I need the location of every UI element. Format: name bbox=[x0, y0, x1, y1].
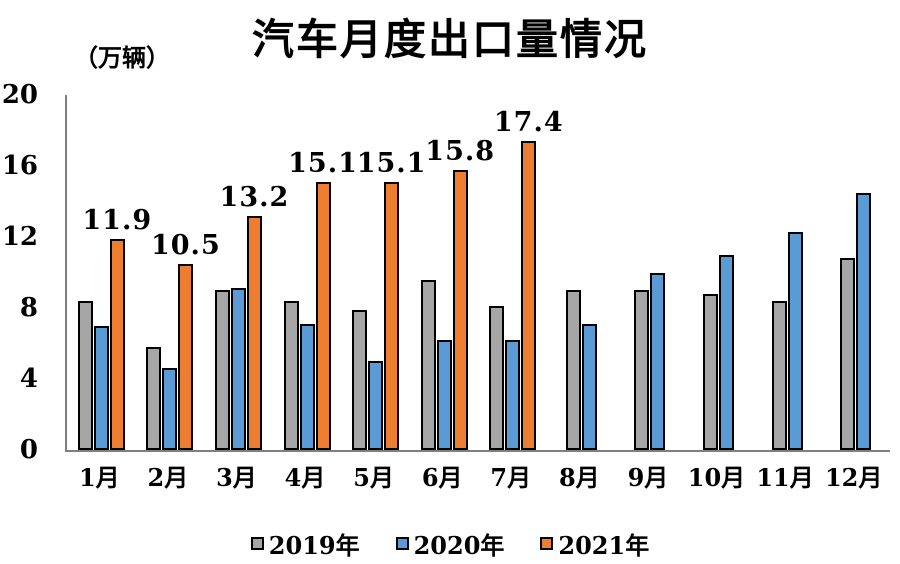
bar-2019年-1月 bbox=[77, 300, 93, 450]
bar-2020年-4月 bbox=[299, 323, 315, 450]
x-axis-label: 1月 bbox=[78, 463, 120, 492]
x-axis-label: 7月 bbox=[490, 463, 532, 492]
bar-2019年-8月 bbox=[565, 290, 581, 450]
bar-2019年-6月 bbox=[420, 279, 436, 450]
bar-value-label: 13.2 bbox=[219, 181, 290, 213]
bar-group-8月 bbox=[547, 95, 616, 450]
bar-group-7月: 17.4 bbox=[478, 95, 563, 450]
y-axis-tick: 0 bbox=[19, 435, 38, 465]
legend-label: 2021年 bbox=[558, 531, 650, 560]
bar-group-10月 bbox=[684, 95, 753, 450]
bar-2021年-4月: 15.1 bbox=[288, 150, 357, 450]
legend-swatch-icon bbox=[250, 537, 264, 550]
y-axis-tick: 8 bbox=[19, 293, 38, 323]
x-axis-label: 5月 bbox=[353, 463, 394, 492]
legend-item-2021年: 2021年 bbox=[540, 526, 649, 561]
y-axis: 20 16 12 8 4 0 bbox=[0, 82, 42, 463]
bar-group-1月: 11.9 bbox=[67, 95, 151, 450]
bar-group-12月 bbox=[821, 95, 890, 450]
x-axis-label: 6月 bbox=[421, 463, 463, 492]
bar-group-2月: 10.5 bbox=[136, 95, 220, 450]
bar-2021年-1月: 11.9 bbox=[82, 207, 151, 450]
bar-2020年-7月 bbox=[505, 339, 521, 450]
legend-label: 2020年 bbox=[413, 531, 505, 560]
bar-2020年-5月 bbox=[368, 361, 384, 450]
bar-2020年-6月 bbox=[436, 339, 452, 450]
bar-value-label: 15.8 bbox=[425, 135, 496, 167]
bar-2019年-5月 bbox=[352, 309, 368, 450]
legend: 2019年 2020年 2021年 bbox=[0, 526, 900, 561]
bar-2019年-9月 bbox=[634, 290, 650, 450]
plot-area: 11.9 10.5 13.2 15.1 15.1 15.8 17.4 bbox=[65, 95, 890, 452]
x-axis: 1月 2月 3月 4月 5月 6月 7月 8月 9月 10月 11月 12月 bbox=[65, 458, 888, 493]
bar-2019年-4月 bbox=[283, 300, 299, 450]
bar-2020年-3月 bbox=[230, 288, 246, 450]
bar-group-6月: 15.8 bbox=[410, 95, 494, 450]
bar-group-9月 bbox=[616, 95, 685, 450]
bar-value-label: 11.9 bbox=[82, 204, 153, 236]
bar-group-11月 bbox=[753, 95, 822, 450]
bar-value-label: 15.1 bbox=[288, 147, 358, 179]
bar-2021年-2月: 10.5 bbox=[151, 232, 220, 450]
bar-2020年-10月 bbox=[718, 254, 734, 450]
chart-title: 汽车月度出口量情况 bbox=[251, 15, 648, 64]
x-axis-label: 4月 bbox=[284, 463, 326, 492]
legend-item-2019年: 2019年 bbox=[250, 526, 360, 561]
y-axis-tick: 16 bbox=[1, 151, 38, 181]
bar-2019年-10月 bbox=[702, 293, 718, 450]
bar-2021年-6月: 15.8 bbox=[425, 138, 494, 450]
bar-2020年-9月 bbox=[650, 272, 666, 450]
x-axis-label: 9月 bbox=[627, 463, 669, 492]
bar-2020年-11月 bbox=[787, 231, 803, 450]
bar-2019年-2月 bbox=[146, 347, 162, 450]
bar-2020年-12月 bbox=[856, 192, 872, 450]
legend-swatch-icon bbox=[395, 537, 409, 550]
legend-item-2020年: 2020年 bbox=[395, 526, 505, 561]
x-axis-label: 11月 bbox=[756, 463, 814, 492]
bar-value-label: 15.1 bbox=[356, 147, 427, 179]
bar-2019年-7月 bbox=[489, 306, 505, 450]
bar-2020年-2月 bbox=[162, 368, 178, 450]
x-axis-label: 3月 bbox=[216, 463, 257, 492]
bar-2020年-8月 bbox=[581, 323, 597, 450]
bar-2019年-3月 bbox=[214, 290, 230, 450]
bar-group-3月: 13.2 bbox=[204, 95, 288, 450]
bar-value-label: 17.4 bbox=[493, 107, 564, 139]
y-axis-tick: 4 bbox=[19, 364, 38, 394]
bar-group-5月: 15.1 bbox=[341, 95, 425, 450]
y-axis-tick: 20 bbox=[1, 80, 38, 110]
legend-swatch-icon bbox=[540, 537, 554, 550]
legend-label: 2019年 bbox=[268, 531, 360, 560]
x-axis-label: 10月 bbox=[687, 463, 746, 492]
bar-2019年-12月 bbox=[840, 258, 856, 450]
y-axis-tick: 12 bbox=[1, 222, 38, 252]
bar-2021年-7月: 17.4 bbox=[494, 109, 563, 450]
x-axis-label: 2月 bbox=[147, 463, 189, 492]
bar-2020年-1月 bbox=[93, 325, 109, 450]
bar-2019年-11月 bbox=[771, 300, 787, 450]
x-axis-label: 8月 bbox=[558, 463, 600, 492]
x-axis-label: 12月 bbox=[824, 463, 883, 492]
bar-2021年-3月: 13.2 bbox=[220, 184, 288, 450]
y-axis-unit-label: （万辆） bbox=[74, 43, 170, 72]
bar-group-4月: 15.1 bbox=[273, 95, 357, 450]
bar-2021年-5月: 15.1 bbox=[357, 150, 425, 450]
bar-value-label: 10.5 bbox=[150, 229, 221, 261]
